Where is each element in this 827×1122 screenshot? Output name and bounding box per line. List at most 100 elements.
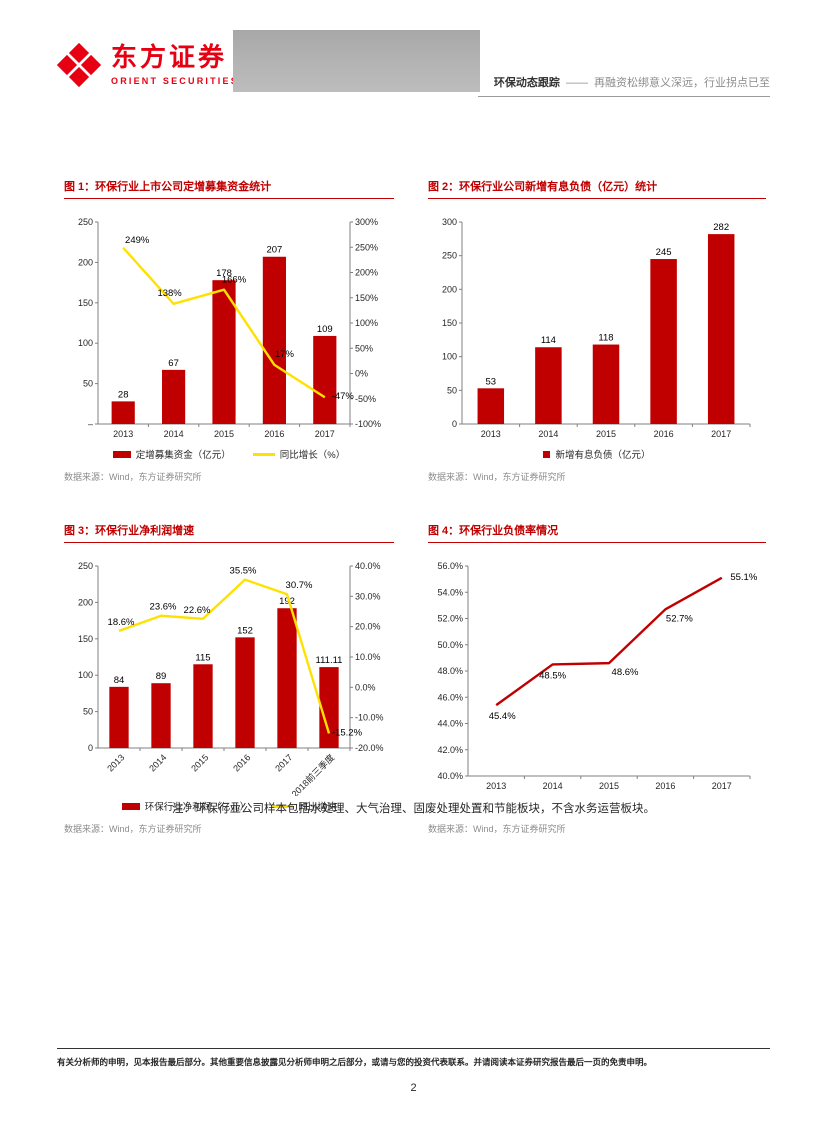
svg-text:100: 100	[78, 338, 93, 348]
figure4-chart: 56.0% 54.0% 52.0% 50.0% 48.0% 46.0% 44.0% 42.0%…	[428, 550, 766, 796]
svg-text:100: 100	[78, 670, 93, 680]
svg-text:30.0%: 30.0%	[355, 591, 381, 601]
svg-text:22.6%: 22.6%	[184, 605, 211, 616]
svg-text:-50%: -50%	[355, 394, 376, 404]
report-header: 环保动态跟踪 —— 再融资松绑意义深远，行业拐点已至	[478, 74, 770, 97]
svg-text:250: 250	[78, 561, 93, 571]
svg-text:2013: 2013	[113, 429, 133, 439]
svg-text:28: 28	[118, 389, 129, 400]
svg-text:100%: 100%	[355, 318, 378, 328]
svg-text:2015: 2015	[596, 429, 616, 439]
figure4-source: 数据来源：Wind，东方证券研究所	[428, 824, 566, 834]
figure1-title: 图 1：环保行业上市公司定增募集资金统计	[64, 178, 394, 199]
svg-text:109: 109	[317, 324, 333, 335]
svg-text:2017: 2017	[712, 781, 732, 791]
svg-text:2013: 2013	[105, 752, 126, 773]
report-subtitle: 再融资松绑意义深远，行业拐点已至	[594, 77, 770, 89]
legend-item: 新增有息负债（亿元）	[543, 447, 651, 461]
svg-text:84: 84	[114, 675, 125, 686]
svg-text:250%: 250%	[355, 242, 378, 252]
legend-swatch-icon	[543, 450, 551, 458]
legend-item: 同比增速	[271, 799, 336, 813]
legend-swatch-icon	[112, 450, 131, 458]
svg-text:50%: 50%	[355, 343, 373, 353]
legend-swatch-icon	[271, 804, 294, 808]
svg-text:-10.0%: -10.0%	[355, 713, 384, 723]
svg-text:2014: 2014	[538, 429, 558, 439]
svg-text:2014: 2014	[164, 429, 184, 439]
report-section-label: 环保动态跟踪	[493, 77, 560, 89]
svg-text:178: 178	[216, 268, 232, 279]
svg-text:138%: 138%	[157, 288, 182, 299]
svg-text:100: 100	[442, 352, 457, 362]
svg-text:150: 150	[442, 318, 457, 328]
svg-text:55.1%: 55.1%	[730, 572, 757, 583]
figure1-source: 数据来源：Wind，东方证券研究所	[64, 472, 202, 482]
svg-text:–: –	[88, 419, 93, 429]
svg-text:17%: 17%	[275, 349, 295, 360]
svg-text:2015: 2015	[189, 752, 210, 773]
brand-name-cn: 东方证券	[111, 43, 228, 73]
svg-text:50: 50	[83, 707, 93, 717]
svg-text:89: 89	[156, 671, 167, 682]
figure1-legend: 定增募集资金（亿元） 同比增长（%）	[64, 444, 394, 464]
svg-text:20.0%: 20.0%	[355, 622, 381, 632]
legend-swatch-icon	[121, 802, 140, 810]
svg-text:48.0%: 48.0%	[437, 666, 463, 676]
svg-text:118: 118	[598, 333, 613, 344]
header-separator: ——	[565, 77, 588, 89]
brand-name-en: ORIENT SECURITIES	[111, 75, 239, 86]
legend-label: 同比增长（%）	[279, 450, 346, 461]
sample-note: 注：环保行业公司样本包括水处理、大气治理、固废处理处置和节能板块，不含水务运营板…	[172, 803, 655, 815]
svg-text:2014: 2014	[147, 752, 168, 773]
svg-text:200: 200	[442, 284, 457, 294]
svg-text:50: 50	[447, 385, 457, 395]
figure2-legend: 新增有息负债（亿元）	[428, 444, 766, 464]
figure2-title: 图 2：环保行业公司新增有息负债（亿元）统计	[428, 178, 766, 199]
svg-text:115: 115	[195, 652, 210, 663]
svg-text:200: 200	[78, 257, 93, 267]
svg-text:67: 67	[168, 358, 179, 369]
svg-text:114: 114	[541, 335, 556, 346]
svg-text:10.0%: 10.0%	[355, 652, 381, 662]
svg-text:300: 300	[442, 217, 457, 227]
svg-text:48.6%: 48.6%	[612, 667, 639, 678]
legend-item: 环保行业净利润（亿元）	[121, 799, 249, 813]
figure1-panel: 图 1：环保行业上市公司定增募集资金统计 250 200 150 100 50 – 300%…	[64, 178, 394, 483]
brand-logo: 东方证券 ORIENT SECURITIES	[56, 42, 239, 88]
svg-text:50: 50	[83, 379, 93, 389]
svg-text:150%: 150%	[355, 293, 378, 303]
figure2-panel: 图 2：环保行业公司新增有息负债（亿元）统计 300 250 200 150 100 50…	[428, 178, 766, 483]
svg-text:23.6%: 23.6%	[150, 602, 177, 613]
footer-disclaimer: 有关分析师的申明，见本报告最后部分。其他重要信息披露见分析师申明之后部分，或请与…	[57, 1057, 653, 1067]
svg-text:45.4%: 45.4%	[489, 711, 516, 722]
legend-swatch-icon	[252, 452, 275, 456]
svg-text:2016: 2016	[264, 429, 284, 439]
svg-text:35.5%: 35.5%	[230, 566, 257, 577]
legend-item: 同比增长（%）	[252, 447, 346, 461]
svg-text:192: 192	[279, 596, 295, 607]
svg-text:48.5%: 48.5%	[539, 670, 566, 681]
legend-label: 定增募集资金（亿元）	[135, 450, 231, 461]
figure3-title: 图 3：环保行业净利润增速	[64, 522, 394, 543]
figure4-title: 图 4：环保行业负债率情况	[428, 522, 766, 543]
svg-text:250: 250	[442, 251, 457, 261]
svg-text:30.7%: 30.7%	[286, 580, 313, 591]
legend-label: 同比增速	[298, 802, 337, 813]
svg-text:40.0%: 40.0%	[355, 561, 381, 571]
svg-text:-20.0%: -20.0%	[355, 743, 384, 753]
orient-securities-logo-icon	[56, 42, 102, 88]
header-gray-banner	[233, 30, 480, 92]
svg-text:152: 152	[237, 625, 253, 636]
svg-text:282: 282	[713, 222, 729, 233]
svg-text:300%: 300%	[355, 217, 378, 227]
svg-text:2017: 2017	[273, 752, 294, 773]
svg-text:52.7%: 52.7%	[666, 613, 693, 624]
svg-text:53: 53	[486, 376, 497, 387]
legend-label: 新增有息负债（亿元）	[555, 450, 651, 461]
svg-text:42.0%: 42.0%	[437, 745, 463, 755]
svg-text:40.0%: 40.0%	[437, 771, 463, 781]
svg-text:2015: 2015	[599, 781, 619, 791]
svg-text:2013: 2013	[486, 781, 506, 791]
